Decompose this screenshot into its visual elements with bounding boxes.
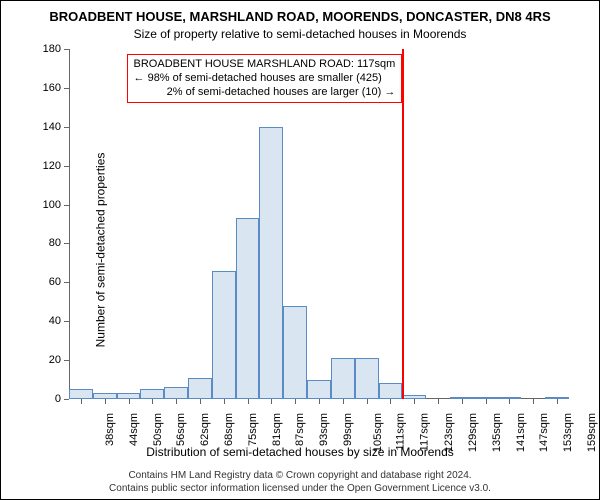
- histogram-bar: [331, 358, 355, 399]
- chart-container: BROADBENT HOUSE, MARSHLAND ROAD, MOOREND…: [0, 0, 600, 500]
- histogram-bar: [212, 271, 236, 399]
- x-tick-label: 81sqm: [271, 413, 283, 446]
- x-tick-label: 87sqm: [294, 413, 306, 446]
- x-tick-label: 141sqm: [515, 413, 527, 452]
- histogram-bar: [164, 387, 188, 399]
- x-tick-label: 135sqm: [491, 413, 503, 452]
- footer-line-2: Contains public sector information licen…: [1, 483, 599, 496]
- y-tick-label: 20: [31, 354, 61, 366]
- y-tick-label: 0: [31, 393, 61, 405]
- x-tick-label: 153sqm: [562, 413, 574, 452]
- x-tick-label: 56sqm: [175, 413, 187, 446]
- x-tick-label: 111sqm: [394, 413, 406, 451]
- histogram-bar: [140, 389, 164, 399]
- x-tick-label: 38sqm: [104, 413, 116, 446]
- histogram-bar: [379, 383, 403, 399]
- x-tick-label: 123sqm: [443, 413, 455, 452]
- y-tick-label: 100: [31, 199, 61, 211]
- chart-title: BROADBENT HOUSE, MARSHLAND ROAD, MOOREND…: [1, 9, 599, 24]
- annotation-line: BROADBENT HOUSE MARSHLAND ROAD: 117sqm: [134, 58, 396, 72]
- x-tick-label: 129sqm: [467, 413, 479, 452]
- histogram-bar: [188, 378, 212, 399]
- reference-line: [402, 49, 404, 399]
- histogram-bar: [307, 380, 331, 399]
- histogram-bar: [69, 389, 93, 399]
- y-tick-label: 140: [31, 121, 61, 133]
- y-tick-label: 160: [31, 82, 61, 94]
- annotation-box: BROADBENT HOUSE MARSHLAND ROAD: 117sqm← …: [127, 54, 403, 103]
- histogram-bar: [355, 358, 379, 399]
- x-tick-label: 75sqm: [247, 413, 259, 446]
- histogram-bar: [259, 127, 283, 399]
- x-axis-label: Distribution of semi-detached houses by …: [1, 445, 599, 459]
- x-tick-label: 159sqm: [586, 413, 598, 452]
- x-tick-label: 68sqm: [223, 413, 235, 446]
- x-tick-label: 105sqm: [372, 413, 384, 452]
- histogram-bar: [283, 306, 307, 399]
- y-tick-label: 40: [31, 315, 61, 327]
- footer-line-1: Contains HM Land Registry data © Crown c…: [1, 470, 599, 483]
- footer-attribution: Contains HM Land Registry data © Crown c…: [1, 470, 599, 495]
- x-tick-label: 50sqm: [152, 413, 164, 446]
- y-tick-label: 120: [31, 160, 61, 172]
- plot-area: 02040608010012014016018038sqm44sqm50sqm5…: [69, 49, 569, 399]
- histogram-bar: [236, 218, 260, 399]
- y-tick-label: 180: [31, 43, 61, 55]
- chart-subtitle: Size of property relative to semi-detach…: [1, 27, 599, 41]
- y-tick-label: 80: [31, 237, 61, 249]
- x-tick-label: 44sqm: [128, 413, 140, 446]
- x-tick-label: 147sqm: [539, 413, 551, 452]
- x-tick-label: 117sqm: [419, 413, 431, 451]
- y-tick-label: 60: [31, 276, 61, 288]
- x-tick-label: 99sqm: [342, 413, 354, 446]
- x-tick-label: 93sqm: [318, 413, 330, 446]
- annotation-line: 2% of semi-detached houses are larger (1…: [134, 86, 396, 100]
- annotation-line: ← 98% of semi-detached houses are smalle…: [134, 72, 396, 86]
- x-tick-label: 62sqm: [199, 413, 211, 446]
